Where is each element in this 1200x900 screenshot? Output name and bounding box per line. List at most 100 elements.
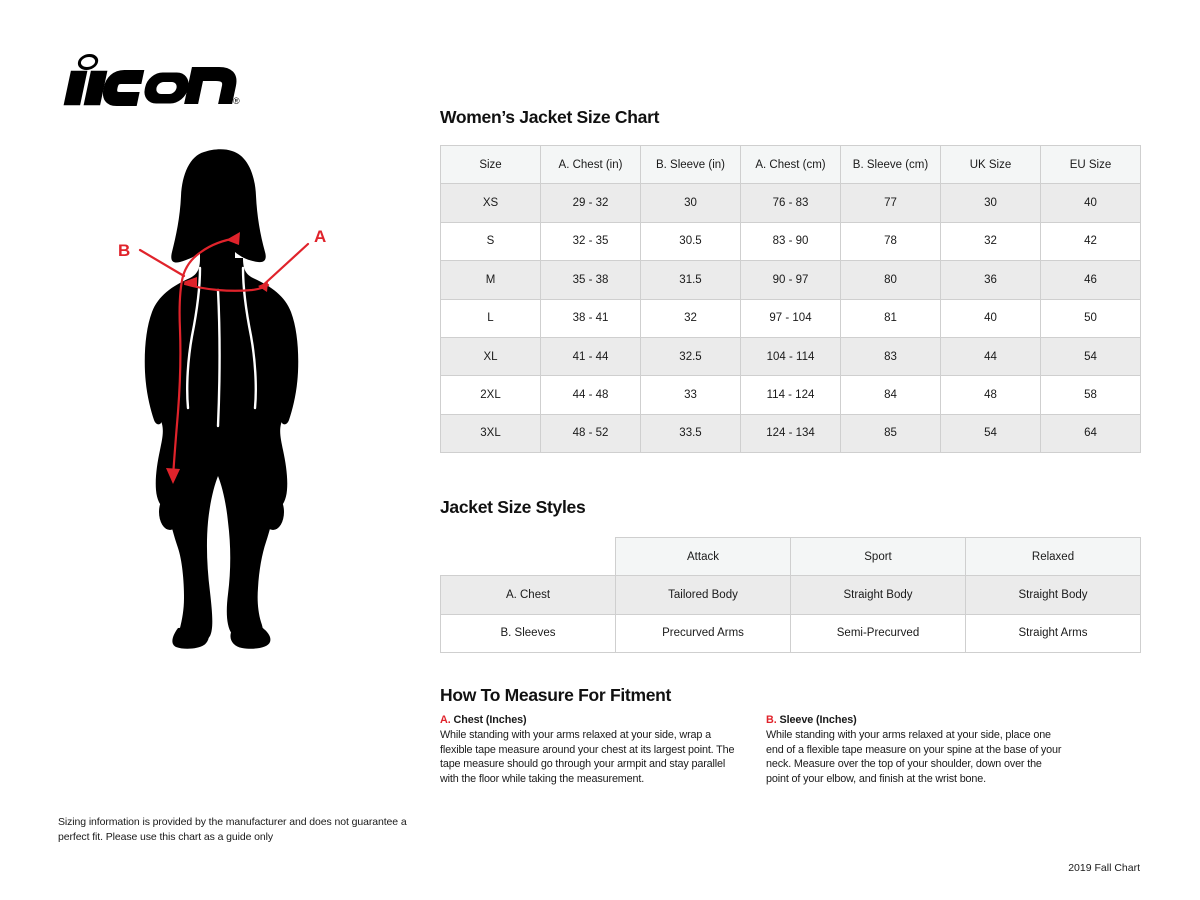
- cell-eu-size: 58: [1040, 375, 1141, 415]
- styles-cell-sport: Straight Body: [790, 575, 966, 615]
- cell-size: S: [440, 221, 541, 262]
- cell-eu-size: 54: [1040, 336, 1141, 377]
- cell-eu-size: 40: [1040, 183, 1141, 223]
- size-chart-table: Size A. Chest (in) B. Sleeve (in) A. Che…: [440, 144, 1141, 454]
- cell-uk-size: 40: [940, 298, 1041, 338]
- style-header-sport: Sport: [790, 536, 966, 577]
- cell-chest-in: 35 - 38: [540, 260, 641, 300]
- measure-body-sleeve: While standing with your arms relaxed at…: [766, 729, 1062, 785]
- cell-sleeve-cm: 78: [840, 221, 941, 262]
- chart-season-label: 2019 Fall Chart: [1068, 862, 1140, 874]
- table-row: S 32 - 35 30.5 83 - 90 78 32 42: [440, 221, 1141, 262]
- col-header-chest-in: A. Chest (in): [540, 144, 641, 185]
- measure-body-chest: While standing with your arms relaxed at…: [440, 729, 735, 785]
- table-row: XL 41 - 44 32.5 104 - 114 83 44 54: [440, 336, 1141, 377]
- cell-sleeve-in: 33.5: [640, 413, 741, 454]
- cell-size: L: [440, 298, 541, 338]
- cell-sleeve-cm: 80: [840, 260, 941, 300]
- cell-eu-size: 42: [1040, 221, 1141, 262]
- styles-header-row: Attack Sport Relaxed: [441, 536, 1141, 577]
- col-header-uk-size: UK Size: [940, 144, 1041, 185]
- measurement-arrowheads: [166, 232, 268, 484]
- cell-uk-size: 32: [940, 221, 1041, 262]
- cell-chest-in: 44 - 48: [540, 375, 641, 415]
- cell-chest-cm: 114 - 124: [740, 375, 841, 415]
- measure-heading-sleeve: B. Sleeve (Inches): [766, 713, 1066, 727]
- col-header-sleeve-in: B. Sleeve (in): [640, 144, 741, 185]
- female-silhouette: [144, 149, 299, 649]
- cell-chest-cm: 97 - 104: [740, 298, 841, 338]
- disclaimer-text: Sizing information is provided by the ma…: [58, 816, 407, 844]
- how-to-measure-title: How To Measure For Fitment: [440, 685, 672, 705]
- cell-chest-cm: 90 - 97: [740, 260, 841, 300]
- cell-sleeve-cm: 84: [840, 375, 941, 415]
- cell-sleeve-cm: 85: [840, 413, 941, 454]
- measure-letter-a: A.: [440, 714, 451, 726]
- cell-size: XS: [440, 183, 541, 223]
- cell-sleeve-in: 32.5: [640, 336, 741, 377]
- col-header-eu-size: EU Size: [1040, 144, 1141, 185]
- cell-chest-in: 29 - 32: [540, 183, 641, 223]
- styles-row-sleeves: B. Sleeves Precurved Arms Semi-Precurved…: [440, 613, 1141, 654]
- cell-chest-in: 32 - 35: [540, 221, 641, 262]
- table-header-row: Size A. Chest (in) B. Sleeve (in) A. Che…: [440, 144, 1141, 185]
- cell-uk-size: 44: [940, 336, 1041, 377]
- table-row: XS 29 - 32 30 76 - 83 77 30 40: [440, 183, 1141, 223]
- table-row: 3XL 48 - 52 33.5 124 - 134 85 54 64: [440, 413, 1141, 454]
- measure-letter-b: B.: [766, 714, 777, 726]
- cell-size: XL: [440, 336, 541, 377]
- measure-instruction-sleeve: B. Sleeve (Inches) While standing with y…: [766, 713, 1066, 786]
- cell-chest-cm: 124 - 134: [740, 413, 841, 454]
- style-header-relaxed: Relaxed: [965, 536, 1141, 577]
- right-panel: Women’s Jacket Size Chart Size A. Chest …: [440, 0, 1200, 900]
- cell-chest-cm: 76 - 83: [740, 183, 841, 223]
- left-panel: ®: [0, 0, 440, 900]
- styles-row-chest: A. Chest Tailored Body Straight Body Str…: [440, 575, 1141, 615]
- cell-sleeve-cm: 77: [840, 183, 941, 223]
- col-header-chest-cm: A. Chest (cm): [740, 144, 841, 185]
- cell-uk-size: 48: [940, 375, 1041, 415]
- cell-sleeve-in: 31.5: [640, 260, 741, 300]
- cell-chest-cm: 83 - 90: [740, 221, 841, 262]
- cell-uk-size: 54: [940, 413, 1041, 454]
- styles-row-label: B. Sleeves: [440, 613, 616, 654]
- cell-chest-in: 48 - 52: [540, 413, 641, 454]
- measurement-figure-illustration: A B: [100, 140, 370, 660]
- table-row: L 38 - 41 32 97 - 104 81 40 50: [440, 298, 1141, 338]
- measure-instruction-chest: A. Chest (Inches) While standing with yo…: [440, 713, 740, 786]
- cell-eu-size: 46: [1040, 260, 1141, 300]
- cell-sleeve-in: 32: [640, 298, 741, 338]
- col-header-sleeve-cm: B. Sleeve (cm): [840, 144, 941, 185]
- cell-eu-size: 50: [1040, 298, 1141, 338]
- style-header-attack: Attack: [615, 536, 791, 577]
- styles-cell-relaxed: Straight Body: [965, 575, 1141, 615]
- cell-size: 2XL: [440, 375, 541, 415]
- table-row: M 35 - 38 31.5 90 - 97 80 36 46: [440, 260, 1141, 300]
- styles-cell-attack: Tailored Body: [615, 575, 791, 615]
- styles-row-label: A. Chest: [440, 575, 616, 615]
- cell-eu-size: 64: [1040, 413, 1141, 454]
- size-chart-title: Women’s Jacket Size Chart: [440, 107, 660, 127]
- cell-uk-size: 36: [940, 260, 1041, 300]
- cell-sleeve-in: 30: [640, 183, 741, 223]
- cell-sleeve-cm: 83: [840, 336, 941, 377]
- measure-heading-chest: A. Chest (Inches): [440, 713, 740, 727]
- styles-cell-relaxed: Straight Arms: [965, 613, 1141, 654]
- jacket-size-styles-title: Jacket Size Styles: [440, 497, 586, 517]
- styles-corner-cell: [441, 538, 616, 576]
- col-header-size: Size: [440, 144, 541, 185]
- registered-mark: ®: [233, 96, 240, 106]
- jacket-size-styles-table: Attack Sport Relaxed A. Chest Tailored B…: [440, 536, 1141, 654]
- cell-chest-cm: 104 - 114: [740, 336, 841, 377]
- cell-chest-in: 41 - 44: [540, 336, 641, 377]
- cell-sleeve-in: 33: [640, 375, 741, 415]
- measure-heading-label: Chest (Inches): [453, 714, 527, 726]
- cell-size: M: [440, 260, 541, 300]
- styles-cell-attack: Precurved Arms: [615, 613, 791, 654]
- cell-sleeve-in: 30.5: [640, 221, 741, 262]
- cell-chest-in: 38 - 41: [540, 298, 641, 338]
- table-row: 2XL 44 - 48 33 114 - 124 84 48 58: [440, 375, 1141, 415]
- cell-uk-size: 30: [940, 183, 1041, 223]
- styles-cell-sport: Semi-Precurved: [790, 613, 966, 654]
- icon-brand-logo: ®: [57, 48, 247, 110]
